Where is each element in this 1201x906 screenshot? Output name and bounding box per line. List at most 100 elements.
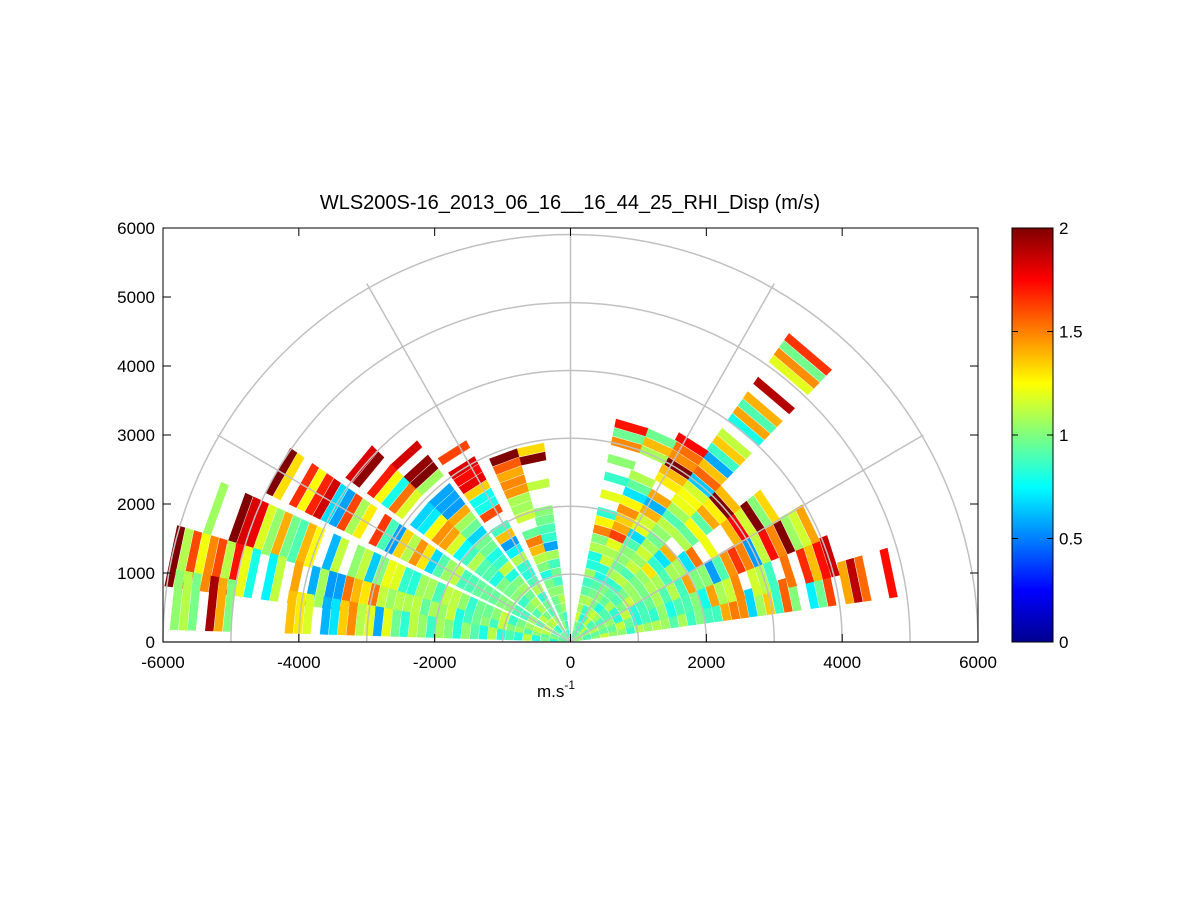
range-gate-cell [538, 614, 549, 624]
range-gate-cell [594, 515, 615, 529]
range-gate-cell [414, 468, 444, 497]
range-gate-cell [764, 522, 788, 558]
range-gate-cell [488, 570, 505, 588]
range-gate-cell [628, 469, 656, 489]
range-gate-cell [524, 478, 550, 492]
range-gate-cell [474, 495, 499, 516]
range-gate-cell [547, 558, 561, 570]
range-gate-cell [458, 472, 487, 495]
colorbar-tick-label: 1.5 [1059, 323, 1083, 342]
range-gate-cell [478, 539, 498, 559]
range-gate-cell [794, 545, 815, 584]
range-gate-cell [689, 509, 714, 536]
range-gate-cell [643, 427, 677, 449]
range-gate-cell [542, 540, 559, 552]
y-tick-label: 5000 [117, 288, 155, 307]
range-gate-cell [647, 606, 660, 622]
range-gate-cell [388, 482, 416, 514]
range-gate-cell [613, 551, 631, 567]
range-gate-cell [629, 551, 647, 569]
range-gate-cell [540, 636, 550, 642]
range-gate-cell [532, 552, 548, 565]
range-gate-cell [395, 489, 423, 520]
range-gate-cell [329, 537, 350, 576]
range-gate-cell [576, 603, 584, 613]
range-gate-cell [779, 340, 826, 383]
range-gate-cell [652, 548, 672, 569]
range-gate-cell [673, 576, 689, 598]
range-gate-cell [604, 617, 615, 628]
range-gate-cell [482, 603, 495, 619]
range-gate-cell [561, 621, 567, 631]
range-gate-cell [408, 461, 439, 491]
range-gate-cell [531, 608, 543, 619]
azimuth-spoke [569, 283, 775, 643]
range-gate-cell [672, 596, 686, 616]
range-gate-cell [295, 522, 318, 566]
colorbar-tick-label: 0 [1059, 633, 1068, 652]
range-gate-cell [592, 571, 606, 584]
range-gate-cell [542, 610, 552, 621]
range-gate-cell [187, 572, 202, 631]
range-gate-cell [550, 633, 559, 639]
range-gate-cell [261, 507, 286, 556]
range-gate-cell [513, 631, 524, 641]
range-gate-cell [589, 541, 606, 554]
range-gate-cell [489, 448, 520, 467]
range-gate-cell [497, 561, 514, 578]
range-gate-cell [487, 626, 497, 640]
range-gate-cell [655, 515, 678, 537]
range-gate-cell [658, 464, 688, 487]
range-gate-cell [503, 483, 529, 500]
range-gate-cell [222, 578, 237, 632]
range-gate-cell [879, 547, 898, 599]
range-gate-cell [269, 511, 294, 559]
range-gate-cell [609, 559, 625, 574]
range-gate-cell [746, 495, 774, 529]
range-gate-cell [696, 586, 712, 610]
range-gate-cell [649, 573, 666, 592]
range-gate-cell [778, 552, 798, 588]
range-gate-cell [234, 545, 253, 597]
range-gate-cell [199, 535, 220, 593]
range-gate-cell [622, 486, 648, 505]
range-gate-cell [345, 445, 378, 483]
x-tick-label: -4000 [277, 653, 320, 672]
range-gate-cell [743, 588, 758, 618]
range-gate-cell [811, 538, 832, 580]
x-tick-label: -6000 [141, 653, 184, 672]
range-gate-cell [515, 442, 546, 458]
range-gate-cell [622, 581, 637, 596]
range-gate-cell [320, 533, 342, 573]
range-gate-cell [670, 556, 689, 578]
range-gate-cell [603, 600, 616, 612]
range-gate-cell [665, 581, 681, 601]
range-gate-cell [445, 532, 467, 556]
range-gate-cell [490, 607, 503, 622]
x-axis-label-superscript: -1 [564, 678, 575, 692]
range-gate-cell [677, 550, 697, 574]
range-gate-cell [474, 558, 492, 577]
range-gate-cell [525, 534, 544, 549]
range-gate-cell [581, 631, 591, 638]
range-gate-cell [719, 517, 743, 547]
range-gate-cell [749, 531, 771, 565]
range-gate-cell [452, 620, 463, 639]
range-gate-cell [688, 567, 706, 591]
range-gate-cell [680, 572, 697, 594]
range-gate-cell [243, 547, 262, 599]
range-gate-cell [670, 529, 693, 552]
range-gate-cell [696, 563, 714, 588]
range-gate-cell [452, 539, 473, 562]
range-gate-cell [587, 550, 603, 563]
range-gate-cell [495, 527, 516, 545]
range-gate-cell [355, 602, 367, 636]
range-gate-cell [550, 595, 560, 606]
range-gate-cell [381, 607, 393, 637]
range-gate-cell [500, 474, 527, 492]
range-gate-cell [505, 630, 515, 641]
range-gate-cell [646, 555, 665, 574]
range-gate-cell [605, 567, 620, 581]
